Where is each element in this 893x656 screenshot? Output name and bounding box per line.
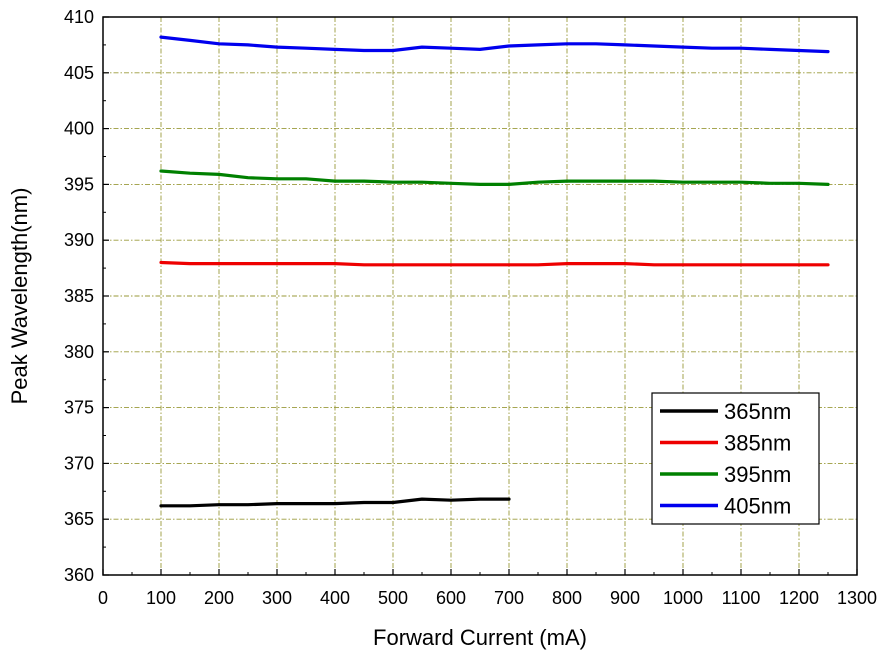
legend-box bbox=[651, 392, 820, 525]
x-tick-label: 700 bbox=[494, 588, 524, 608]
x-tick-label: 600 bbox=[436, 588, 466, 608]
y-tick-label: 375 bbox=[64, 398, 94, 418]
series-line-365nm bbox=[159, 497, 511, 508]
legend-label: 385nm bbox=[724, 431, 791, 456]
x-tick-label: 0 bbox=[98, 588, 108, 608]
y-tick-label: 380 bbox=[64, 342, 94, 362]
legend: 365nm 385nm 395nm 405nm bbox=[651, 392, 820, 525]
series-lines bbox=[159, 35, 830, 508]
series-line-395nm bbox=[159, 169, 830, 186]
y-tick-label: 370 bbox=[64, 453, 94, 473]
y-tick-label: 360 bbox=[64, 565, 94, 585]
y-tick-labels: 360 365 370 375 380 385 390 395 400 405 410 bbox=[64, 7, 94, 585]
y-tick-label: 410 bbox=[64, 7, 94, 27]
legend-label: 405nm bbox=[724, 494, 791, 519]
x-tick-label: 1100 bbox=[722, 588, 761, 608]
x-tick-label: 800 bbox=[552, 588, 582, 608]
y-tick-label: 405 bbox=[64, 63, 94, 83]
x-tick-label: 1000 bbox=[663, 588, 703, 608]
axis-ticks bbox=[102, 16, 858, 576]
x-tick-label: 200 bbox=[204, 588, 234, 608]
x-tick-label: 500 bbox=[378, 588, 408, 608]
y-tick-label: 365 bbox=[64, 509, 94, 529]
x-axis-title: Forward Current (mA) bbox=[373, 625, 587, 650]
x-tick-label: 1300 bbox=[837, 588, 877, 608]
y-tick-label: 385 bbox=[64, 286, 94, 306]
x-tick-label: 1200 bbox=[779, 588, 819, 608]
legend-label: 395nm bbox=[724, 462, 791, 487]
x-tick-label: 400 bbox=[320, 588, 350, 608]
y-tick-label: 400 bbox=[64, 119, 94, 139]
x-tick-labels: 0 100 200 300 400 500 600 700 800 900 1000 1100 1200… bbox=[98, 588, 877, 608]
y-axis-title: Peak Wavelength(nm) bbox=[7, 188, 32, 405]
x-tick-label: 900 bbox=[610, 588, 640, 608]
y-tick-label: 390 bbox=[64, 230, 94, 250]
x-tick-label: 300 bbox=[262, 588, 292, 608]
series-line-385nm bbox=[159, 260, 830, 267]
legend-label: 365nm bbox=[724, 399, 791, 424]
y-tick-label: 395 bbox=[64, 174, 94, 194]
series-line-405nm bbox=[159, 35, 830, 54]
x-tick-label: 100 bbox=[146, 588, 176, 608]
